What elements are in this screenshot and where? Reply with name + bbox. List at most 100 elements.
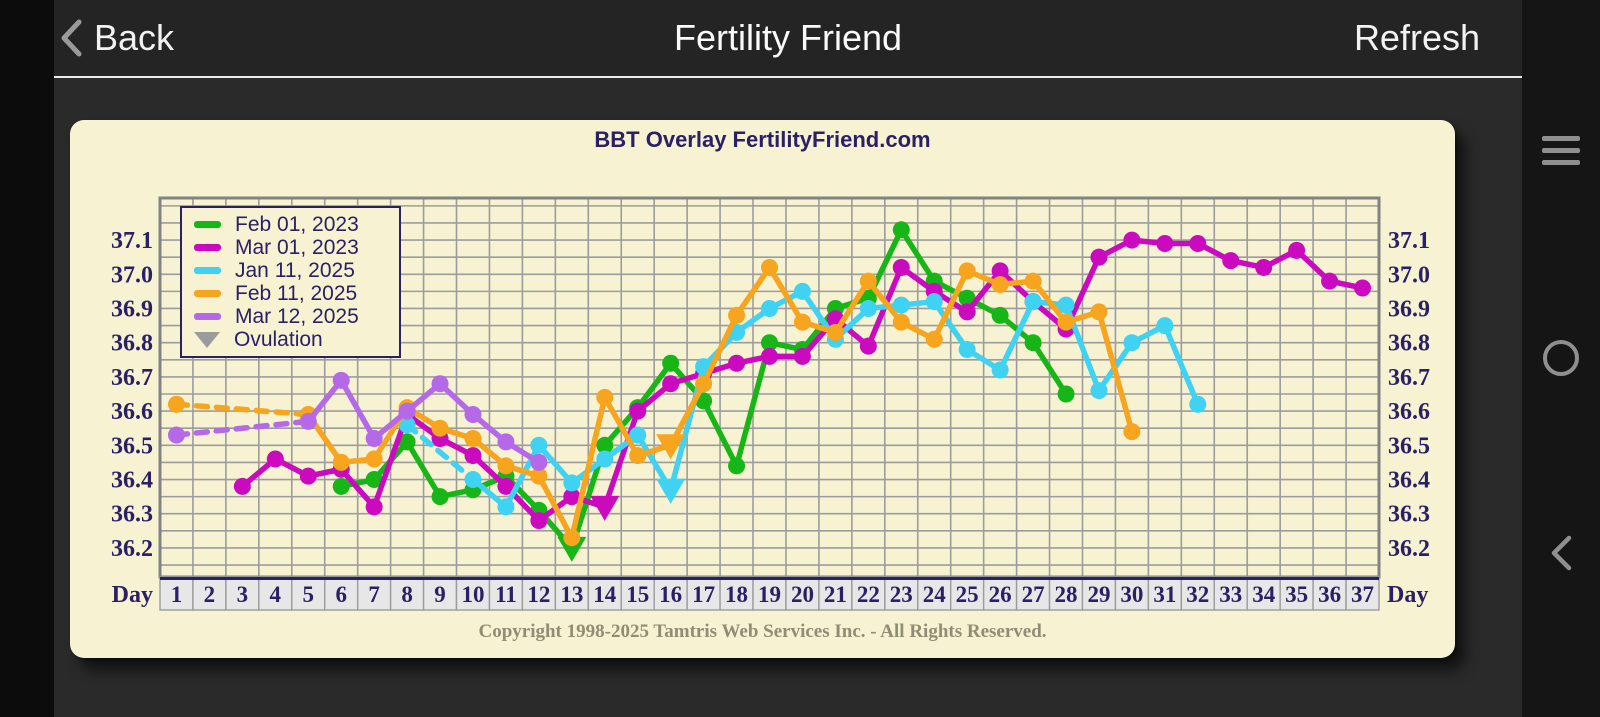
data-point [925,293,943,311]
back-button-label: Back [94,17,175,58]
y-tick-label: 36.5 [111,433,153,459]
data-point [1024,293,1042,311]
day-number: 22 [857,582,880,607]
ovulation-marker [656,478,686,504]
day-number: 32 [1186,582,1209,607]
data-point [1057,296,1075,314]
series-feb-11-2025 [167,258,1141,547]
data-point [530,436,548,454]
y-tick-label: 36.3 [1388,502,1430,528]
ovulation-marker [656,434,686,460]
day-number: 25 [956,582,979,607]
y-tick-label: 37.1 [111,228,153,254]
series-mar-01-2023 [233,231,1372,530]
data-point [497,498,515,516]
data-point [892,313,910,331]
ovulation-marker [590,495,620,521]
copyright-text: Copyright 1998-2025 Tamtris Web Services… [478,621,1047,642]
data-point [563,529,581,547]
data-point [629,426,647,444]
data-point [991,306,1009,324]
data-point [497,457,515,475]
page-title: Fertility Friend [673,17,903,58]
day-number: 33 [1219,582,1242,607]
data-point [530,453,548,471]
legend-label: Mar 01, 2023 [235,236,359,259]
day-number: 20 [791,582,814,607]
data-point [991,262,1009,280]
series-mar-12-2025 [167,371,548,471]
data-point [497,433,515,451]
menu-icon[interactable] [1542,136,1580,165]
day-cell [159,576,194,611]
refresh-button[interactable]: Refresh [1353,17,1480,58]
data-point [826,323,844,341]
android-nav-bar [1522,0,1600,717]
data-point [167,395,185,413]
y-tick-label: 36.7 [111,365,153,391]
data-point [431,419,449,437]
data-point [596,450,614,468]
data-point [1189,395,1207,413]
day-number: 15 [626,582,649,607]
data-point [596,436,614,454]
data-point [332,477,350,495]
legend-item: Feb 11, 2025 [194,282,399,305]
chart-title: BBT Overlay FertilityFriend.com [594,127,931,152]
day-cell [752,576,787,611]
day-axis-label: Day [1387,582,1428,608]
day-cell [1279,576,1314,611]
y-tick-label: 36.2 [111,536,153,562]
data-point [892,258,910,276]
data-point [1156,317,1174,335]
data-point [958,262,976,280]
data-point [793,282,811,300]
day-number: 24 [923,582,947,607]
left-bezel [0,0,54,717]
home-circle-icon[interactable] [1543,340,1579,376]
data-point [761,299,778,317]
y-tick-label: 37.0 [1388,262,1430,288]
day-number: 17 [692,582,715,607]
day-number: 37 [1351,582,1374,607]
data-point [761,334,778,352]
data-point [1123,423,1141,441]
legend-item: Mar 12, 2025 [194,305,399,328]
data-point [233,477,251,495]
day-number: 16 [659,582,682,607]
day-number: 31 [1153,582,1176,607]
bbt-overlay-chart: 1 2 3 4 5 6 7 8 9 10 11 12 13 14 15 16 17 18 19 20 21 22 23 24 2… [111,196,1430,611]
data-point [1057,313,1075,331]
data-point [497,477,515,495]
data-point [761,258,778,276]
legend-label: Jan 11, 2025 [235,259,355,282]
day-number: 3 [237,582,249,607]
data-point [695,375,713,393]
app-window: Back Fertility Friend Refresh BBT Overla… [54,0,1522,717]
data-point [332,371,350,389]
data-point [1090,382,1108,400]
y-tick-label: 36.9 [1388,296,1430,322]
data-point [398,416,416,434]
y-tick-label: 37.1 [1388,228,1430,254]
data-point [991,361,1009,379]
data-point [464,471,482,489]
data-point [728,354,746,372]
data-point [859,272,877,290]
data-point [431,488,449,506]
legend-color-swatch [194,221,221,228]
day-cell [225,576,260,611]
legend-label: Mar 12, 2025 [235,305,359,328]
day-axis-row: 1 2 3 4 5 6 7 8 9 10 11 12 13 14 15 16 17 18 19 20 21 22 23 24 2… [112,576,1428,611]
data-point [1222,252,1240,270]
back-button[interactable]: Back [58,17,174,59]
data-point [629,447,647,465]
day-cell [258,576,293,611]
day-number: 9 [434,582,446,607]
data-point [1354,279,1372,297]
y-tick-label: 36.3 [111,502,153,528]
data-point [464,429,482,447]
nav-back-chevron-icon[interactable] [1548,534,1574,577]
data-point [266,450,284,468]
